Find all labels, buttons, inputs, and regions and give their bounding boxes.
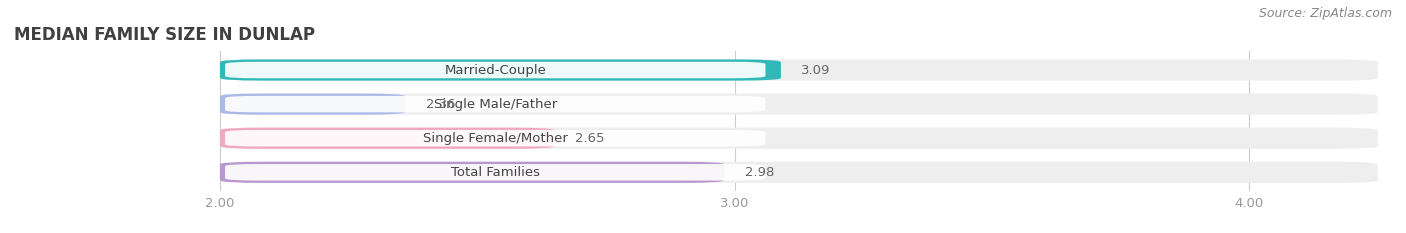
FancyBboxPatch shape bbox=[219, 93, 405, 115]
Text: 2.36: 2.36 bbox=[426, 98, 456, 111]
FancyBboxPatch shape bbox=[225, 164, 765, 181]
Text: Source: ZipAtlas.com: Source: ZipAtlas.com bbox=[1258, 7, 1392, 20]
Text: Married-Couple: Married-Couple bbox=[444, 64, 546, 76]
FancyBboxPatch shape bbox=[219, 59, 1378, 81]
Text: 3.09: 3.09 bbox=[801, 64, 831, 76]
Text: Single Female/Mother: Single Female/Mother bbox=[423, 132, 568, 145]
Text: 2.65: 2.65 bbox=[575, 132, 605, 145]
FancyBboxPatch shape bbox=[219, 162, 724, 183]
FancyBboxPatch shape bbox=[225, 130, 765, 147]
Text: Single Male/Father: Single Male/Father bbox=[433, 98, 557, 111]
FancyBboxPatch shape bbox=[219, 128, 1378, 149]
FancyBboxPatch shape bbox=[219, 162, 1378, 183]
FancyBboxPatch shape bbox=[225, 96, 765, 112]
Text: MEDIAN FAMILY SIZE IN DUNLAP: MEDIAN FAMILY SIZE IN DUNLAP bbox=[14, 26, 315, 44]
FancyBboxPatch shape bbox=[225, 62, 765, 78]
FancyBboxPatch shape bbox=[219, 59, 780, 81]
FancyBboxPatch shape bbox=[219, 128, 554, 149]
FancyBboxPatch shape bbox=[219, 93, 1378, 115]
Text: Total Families: Total Families bbox=[451, 166, 540, 179]
Text: 2.98: 2.98 bbox=[745, 166, 775, 179]
